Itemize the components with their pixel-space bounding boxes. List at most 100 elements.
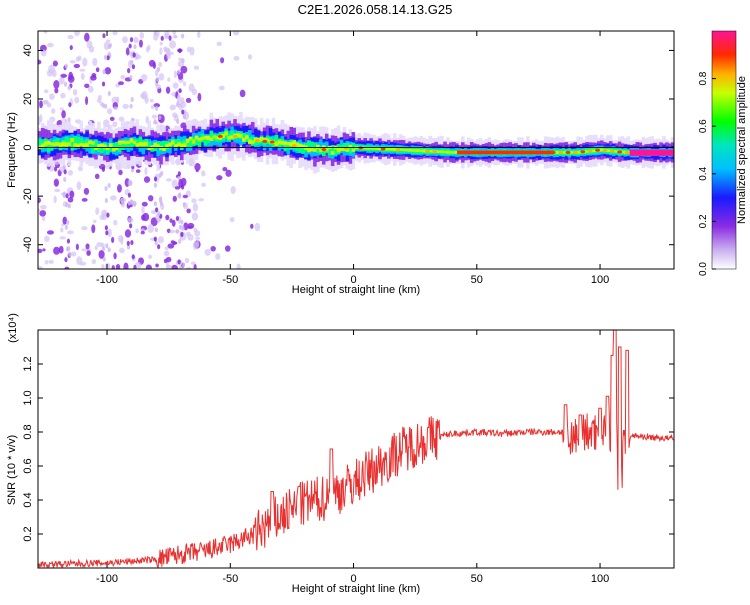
heatmap-streak-cell bbox=[68, 251, 72, 257]
heatmap-noise-cell bbox=[127, 217, 134, 223]
heatmap-noise-cell bbox=[148, 254, 152, 259]
heatmap-noise-cell bbox=[60, 92, 66, 99]
heatmap-noise-cell bbox=[180, 97, 185, 105]
heatmap-noise-cell bbox=[140, 93, 146, 99]
heatmap-noise-cell bbox=[147, 195, 154, 202]
heatmap-noise-cell bbox=[84, 83, 90, 89]
heatmap-band-cell bbox=[114, 146, 119, 151]
heatmap-streak-cell bbox=[181, 109, 185, 115]
heatmap-noise-cell bbox=[81, 248, 88, 252]
heatmap-band-cell bbox=[348, 145, 353, 154]
heatmap-band-cell bbox=[70, 140, 75, 151]
heatmap-noise-cell bbox=[117, 184, 122, 193]
heatmap-band-cell bbox=[111, 147, 116, 152]
heatmap-band-cell bbox=[203, 135, 208, 140]
heatmap-peak-cell bbox=[531, 150, 540, 155]
heatmap-noise-cell bbox=[169, 229, 175, 234]
heatmap-band-cell bbox=[52, 142, 57, 146]
heatmap-noise-cell bbox=[51, 108, 56, 114]
heatmap-noise-cell bbox=[216, 175, 223, 181]
colorbar: 0.0 0.2 0.4 0.6 0.8 Normalized spectral ampl… bbox=[698, 30, 748, 276]
heatmap-band-cell bbox=[351, 142, 356, 152]
heatmap-band-cell bbox=[185, 139, 190, 144]
snr-series-line bbox=[38, 330, 674, 568]
heatmap-streak-cell bbox=[129, 37, 134, 43]
heatmap-band-cell bbox=[410, 149, 415, 152]
snr-xtick-label: 100 bbox=[591, 573, 609, 585]
heatmap-noise-cell bbox=[69, 59, 76, 64]
heatmap-band-cell bbox=[212, 135, 217, 139]
heatmap-noise-cell bbox=[236, 263, 241, 269]
heatmap-band-cell bbox=[182, 142, 187, 148]
heatmap-streak-cell bbox=[69, 45, 73, 51]
heatmap-band-cell bbox=[156, 143, 160, 157]
heatmap-streak-cell bbox=[156, 66, 161, 72]
heatmap-band-cell bbox=[372, 147, 376, 150]
heatmap-peak-cell bbox=[624, 150, 630, 154]
heatmap-noise-cell bbox=[116, 96, 120, 104]
heatmap-band-cell bbox=[310, 147, 314, 152]
snr-ylabel: SNR (10 * v/v) bbox=[6, 435, 18, 505]
heatmap-noise-cell bbox=[172, 195, 177, 202]
heatmap-streak-cell bbox=[101, 246, 106, 252]
heatmap-band-cell bbox=[324, 147, 329, 152]
heatmap-noise-cell bbox=[204, 248, 211, 256]
heatmap-band-cell bbox=[416, 149, 421, 153]
heatmap-band-cell bbox=[351, 148, 356, 152]
heatmap-band-cell bbox=[555, 150, 560, 154]
heatmap-noise-cell bbox=[172, 240, 177, 246]
heatmap-noise-cell bbox=[163, 46, 168, 52]
heatmap-noise-cell bbox=[192, 203, 199, 212]
heatmap-band-cell bbox=[398, 148, 403, 151]
heatmap-band-cell bbox=[215, 136, 220, 140]
heatmap-streak-cell bbox=[180, 184, 185, 190]
heatmap-noise-cell bbox=[75, 243, 79, 251]
heatmap-noise-cell bbox=[194, 230, 201, 237]
heatmap-band-cell bbox=[330, 151, 335, 155]
heatmap-streak-cell bbox=[102, 33, 106, 39]
heatmap-band-cell bbox=[94, 146, 98, 150]
heatmap-band-cell bbox=[295, 142, 299, 147]
heatmap-noise-cell bbox=[118, 116, 125, 122]
heatmap-streak-cell bbox=[104, 186, 108, 192]
heatmap-noise-cell bbox=[141, 206, 145, 214]
heatmap-noise-cell bbox=[167, 77, 171, 82]
heatmap-noise-cell bbox=[38, 265, 43, 269]
heatmap-band-cell bbox=[440, 150, 444, 154]
heatmap-noise-cell bbox=[157, 236, 164, 244]
heatmap-noise-cell bbox=[186, 46, 192, 53]
heatmap-band-cell bbox=[600, 148, 604, 152]
heatmap-peak-cell bbox=[659, 149, 664, 156]
snr-ytick-label: 1.2 bbox=[22, 356, 34, 371]
heatmap-noise-cell bbox=[52, 69, 57, 78]
heatmap-band-cell bbox=[94, 139, 98, 149]
heatmap-noise-cell bbox=[180, 65, 188, 74]
heatmap-noise-cell bbox=[186, 208, 191, 214]
heatmap-band-cell bbox=[443, 150, 447, 154]
heatmap-band-cell bbox=[330, 145, 335, 153]
heatmap-noise-cell bbox=[147, 223, 155, 233]
heatmap-band-cell bbox=[73, 136, 78, 145]
heatmap-band-cell bbox=[321, 146, 326, 157]
heatmap-noise-cell bbox=[157, 217, 161, 223]
heatmap-streak-cell bbox=[62, 164, 66, 170]
heatmap-noise-cell bbox=[139, 32, 145, 39]
heatmap-noise-cell bbox=[79, 68, 86, 72]
heatmap-noise-cell bbox=[39, 114, 43, 123]
heatmap-noise-cell bbox=[77, 166, 83, 172]
heatmap-streak-cell bbox=[67, 85, 71, 91]
heatmap-peak-cell bbox=[558, 150, 564, 154]
heatmap-noise-cell bbox=[197, 92, 202, 102]
heatmap-noise-cell bbox=[166, 264, 173, 269]
heatmap-band-cell bbox=[286, 141, 291, 149]
heatmap-noise-cell bbox=[174, 186, 181, 190]
heatmap-streak-cell bbox=[153, 236, 157, 242]
heatmap-band-cell bbox=[179, 143, 184, 147]
heatmap-noise-cell bbox=[53, 178, 59, 187]
heatmap-band-cell bbox=[378, 147, 382, 151]
heatmap-noise-cell bbox=[144, 96, 149, 104]
spectrogram-ytick-label: -20 bbox=[22, 188, 34, 204]
heatmap-noise-cell bbox=[53, 160, 59, 165]
heatmap-streak-cell bbox=[102, 69, 106, 75]
heatmap-band-cell bbox=[446, 150, 450, 154]
